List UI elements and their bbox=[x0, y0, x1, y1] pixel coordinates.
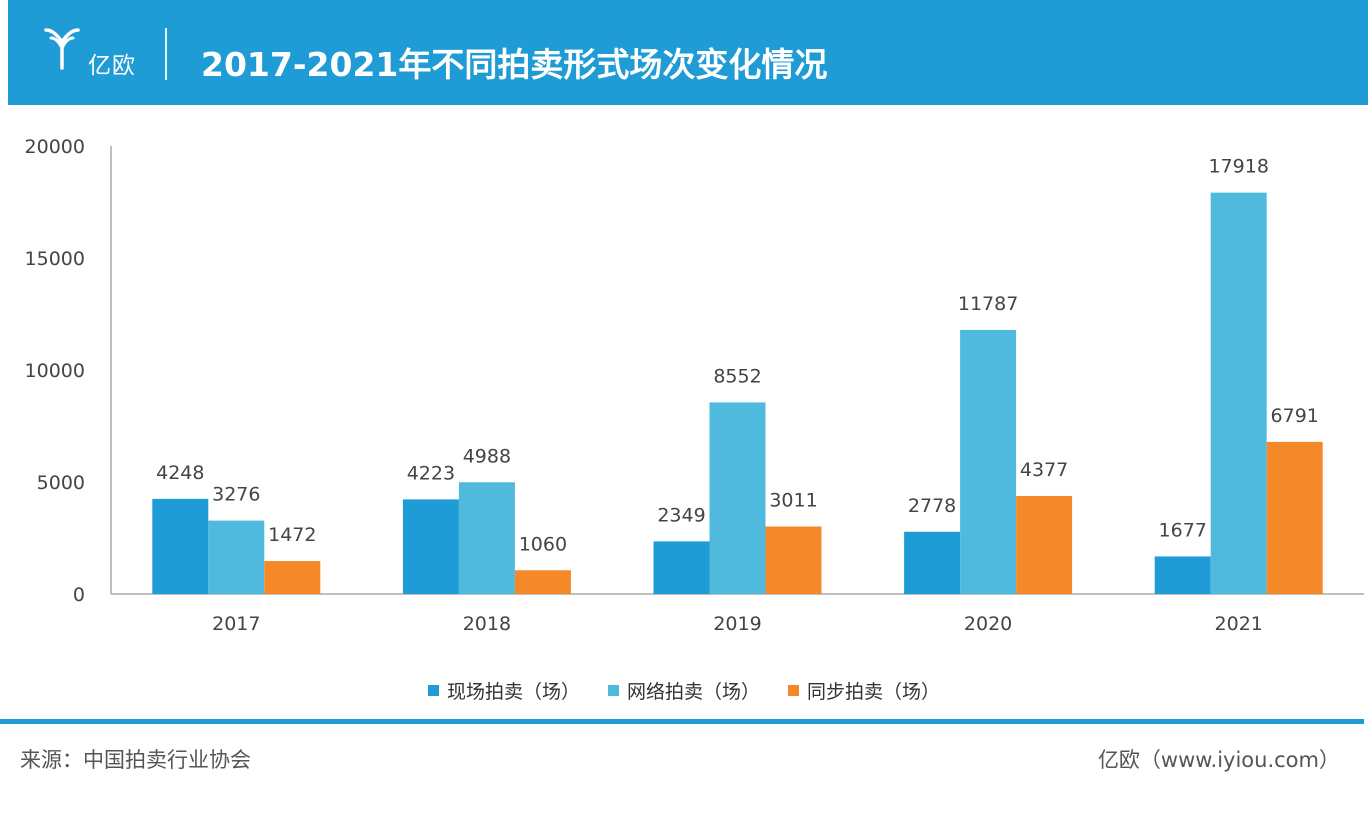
bar bbox=[1154, 556, 1211, 594]
legend-item: 同步拍卖（场） bbox=[788, 677, 940, 704]
bar bbox=[1016, 495, 1073, 594]
y-tick-label: 5000 bbox=[37, 472, 85, 494]
legend-label: 同步拍卖（场） bbox=[807, 680, 941, 703]
page-title: 2017-2021年不同拍卖形式场次变化情况 bbox=[201, 45, 828, 84]
source-text: 来源：中国拍卖行业协会 bbox=[20, 748, 251, 772]
data-label: 1060 bbox=[519, 533, 567, 555]
legend-swatch bbox=[427, 684, 439, 696]
legend-swatch bbox=[607, 684, 619, 696]
y-tick-label: 20000 bbox=[25, 136, 85, 158]
bar bbox=[960, 329, 1017, 594]
bar bbox=[514, 570, 571, 594]
footer-divider bbox=[0, 719, 1364, 724]
x-tick-label: 2018 bbox=[463, 613, 511, 635]
legend-label: 网络拍卖（场） bbox=[626, 680, 760, 703]
data-label: 3276 bbox=[212, 484, 260, 506]
chart-legend: 现场拍卖（场） 网络拍卖（场） 同步拍卖（场） bbox=[0, 677, 1368, 703]
data-label: 4377 bbox=[1020, 459, 1068, 481]
data-label: 3011 bbox=[769, 490, 817, 512]
data-label: 1677 bbox=[1159, 519, 1207, 541]
logo-icon bbox=[44, 28, 80, 70]
legend-swatch bbox=[788, 684, 799, 696]
bar bbox=[709, 402, 766, 594]
x-tick-label: 2021 bbox=[1215, 613, 1263, 635]
bar bbox=[1266, 441, 1323, 594]
header-bar: 亿欧 2017-2021年不同拍卖形式场次变化情况 bbox=[8, 0, 1368, 105]
bar-chart: 0 5000 10000 15000 20000 4248 3276 1472 2017 4223… bbox=[25, 136, 1364, 635]
x-tick-label: 2019 bbox=[713, 613, 761, 635]
bar bbox=[264, 561, 321, 594]
x-tick-label: 2017 bbox=[212, 613, 260, 635]
data-label: 11787 bbox=[958, 293, 1018, 315]
bar bbox=[904, 531, 961, 594]
legend-item: 网络拍卖（场） bbox=[607, 677, 760, 704]
logo-text: 亿欧 bbox=[88, 53, 136, 79]
y-tick-label: 0 bbox=[73, 584, 85, 606]
bar bbox=[653, 541, 710, 594]
bar bbox=[765, 526, 822, 594]
bar bbox=[208, 520, 265, 594]
data-label: 4223 bbox=[407, 462, 455, 484]
site-credit: 亿欧（www.iyiou.com） bbox=[1097, 748, 1340, 772]
data-label: 8552 bbox=[713, 365, 761, 387]
bar bbox=[458, 482, 515, 594]
y-tick-label: 10000 bbox=[25, 360, 85, 382]
bar bbox=[1210, 192, 1267, 595]
bar bbox=[152, 498, 209, 594]
data-label: 2349 bbox=[657, 504, 705, 526]
data-label: 4988 bbox=[463, 445, 511, 467]
data-label: 1472 bbox=[268, 524, 316, 546]
header-divider bbox=[165, 28, 167, 80]
data-label: 4248 bbox=[156, 462, 204, 484]
y-tick-label: 15000 bbox=[25, 248, 85, 270]
data-label: 2778 bbox=[908, 495, 956, 517]
data-label: 17918 bbox=[1208, 156, 1268, 178]
data-label: 6791 bbox=[1271, 405, 1319, 427]
x-tick-label: 2020 bbox=[964, 613, 1012, 635]
legend-label: 现场拍卖（场） bbox=[446, 680, 580, 703]
legend-item: 现场拍卖（场） bbox=[427, 677, 580, 704]
bar bbox=[402, 499, 459, 594]
